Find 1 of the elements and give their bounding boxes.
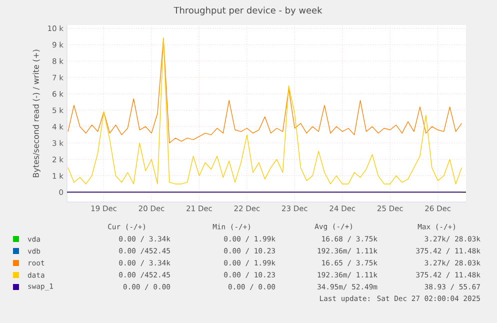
chart-title: Throughput per device - by week: [174, 6, 322, 16]
